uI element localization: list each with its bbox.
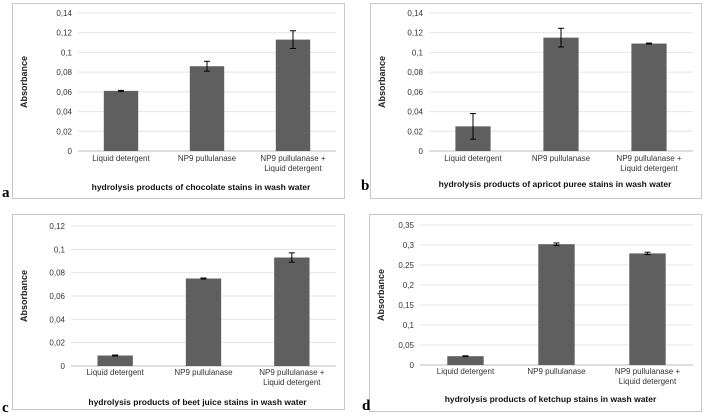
y-tick-label: 0,1 — [54, 245, 66, 254]
bar — [538, 244, 575, 365]
y-tick-label: 0,2 — [403, 281, 415, 290]
x-category-label: NP9 pullulanase + — [259, 368, 324, 377]
bar — [543, 37, 579, 152]
chart-svg-c: 0 0,02 0,04 0,06 0,08 0,1 0,12 Liquid detergent… — [19, 222, 336, 407]
y-tick-label: 0,1 — [61, 48, 73, 57]
y-tick-label: 0,12 — [49, 222, 65, 231]
x-category-label: NP9 pullulanase — [532, 154, 591, 163]
panel-letter-c: c — [2, 400, 9, 416]
bar — [629, 253, 666, 365]
y-tick-label: 0,02 — [49, 339, 65, 348]
x-category-label: Liquid detergent — [92, 154, 150, 163]
y-tick-label: 0,08 — [49, 269, 65, 278]
y-tick-label: 0,04 — [56, 108, 72, 117]
y-tick-label: 0,08 — [407, 68, 423, 77]
bar — [447, 356, 484, 365]
x-category-label: Liquid detergent — [264, 164, 322, 173]
bar — [185, 278, 222, 366]
x-category-label: Liquid detergent — [437, 367, 495, 376]
chart-svg-d: 0 0,05 0,1 0,15 0,2 0,25 0,3 0,35 Liquid deterge… — [376, 221, 693, 404]
x-category-label: NP9 pullulanase — [527, 367, 586, 376]
chart-panel-c: 0 0,02 0,04 0,06 0,08 0,1 0,12 Liquid detergent… — [12, 214, 345, 410]
x-category-label: Liquid detergent — [620, 164, 678, 173]
y-tick-label: 0,06 — [407, 88, 423, 97]
y-tick-label: 0,3 — [403, 241, 415, 250]
x-category-label: NP9 pullulanase + — [616, 154, 681, 163]
y-axis-title: Absorbance — [376, 269, 386, 321]
x-category-label: NP9 pullulanase — [178, 154, 237, 163]
y-axis-title: Absorbance — [19, 270, 29, 322]
x-category-label: Liquid detergent — [619, 377, 677, 386]
x-axis-title: hydrolysis products of beet juice stains… — [88, 397, 307, 407]
x-category-label: NP9 pullulanase + — [260, 154, 325, 163]
y-tick-label: 0,06 — [49, 292, 65, 301]
chart-svg-b: 0 0,02 0,04 0,06 0,08 0,1 0,12 0,14 Liquid deter… — [377, 9, 693, 189]
x-category-label: NP9 pullulanase — [174, 368, 233, 377]
y-tick-label: 0,02 — [407, 127, 423, 136]
panel-letter-b: b — [361, 178, 370, 194]
bar — [275, 39, 311, 151]
y-tick-label: 0,14 — [407, 9, 423, 18]
bar — [97, 355, 133, 366]
y-tick-label: 0,35 — [398, 221, 414, 230]
panel-letter-a: a — [2, 185, 10, 201]
y-tick-label: 0,04 — [407, 108, 423, 117]
y-tick-label: 0,12 — [56, 29, 72, 38]
y-tick-label: 0,06 — [56, 88, 72, 97]
y-tick-label: 0,15 — [398, 301, 414, 310]
y-tick-label: 0,04 — [49, 315, 65, 324]
x-axis-title: hydrolysis products of apricot puree sta… — [439, 179, 673, 189]
y-axis-title: Absorbance — [19, 56, 29, 108]
bar — [103, 90, 139, 151]
bar — [189, 66, 225, 151]
y-tick-label: 0 — [61, 362, 66, 371]
x-category-label: Liquid detergent — [444, 154, 502, 163]
panel-letter-d: d — [362, 398, 371, 414]
x-category-label: Liquid detergent — [263, 378, 321, 387]
chart-svg-a: 0 0,02 0,04 0,06 0,08 0,1 0,12 0,14 Liquid deter… — [19, 9, 336, 192]
y-tick-label: 0,25 — [398, 261, 414, 270]
x-axis-title: hydrolysis products of chocolate stains … — [92, 182, 311, 192]
y-tick-label: 0,08 — [56, 68, 72, 77]
y-tick-label: 0,1 — [403, 321, 415, 330]
chart-panel-b: 0 0,02 0,04 0,06 0,08 0,1 0,12 0,14 Liquid deter… — [370, 3, 702, 199]
y-tick-label: 0 — [68, 147, 73, 156]
chart-panel-d: 0 0,05 0,1 0,15 0,2 0,25 0,3 0,35 Liquid deterge… — [369, 214, 702, 412]
y-tick-label: 0,14 — [56, 9, 72, 18]
x-category-label: NP9 pullulanase + — [615, 367, 680, 376]
y-tick-label: 0 — [410, 361, 415, 370]
y-axis-title: Absorbance — [377, 56, 387, 108]
y-tick-label: 0 — [419, 147, 424, 156]
y-tick-label: 0,05 — [398, 341, 414, 350]
bar — [631, 43, 667, 151]
bar — [274, 257, 310, 366]
x-category-label: Liquid detergent — [86, 368, 144, 377]
y-tick-label: 0,12 — [407, 29, 423, 38]
y-tick-label: 0,1 — [412, 48, 424, 57]
x-axis-title: hydrolysis products of ketchup stains in… — [445, 394, 657, 404]
y-tick-label: 0,02 — [56, 127, 72, 136]
chart-panel-a: 0 0,02 0,04 0,06 0,08 0,1 0,12 0,14 Liquid deter… — [12, 3, 345, 199]
